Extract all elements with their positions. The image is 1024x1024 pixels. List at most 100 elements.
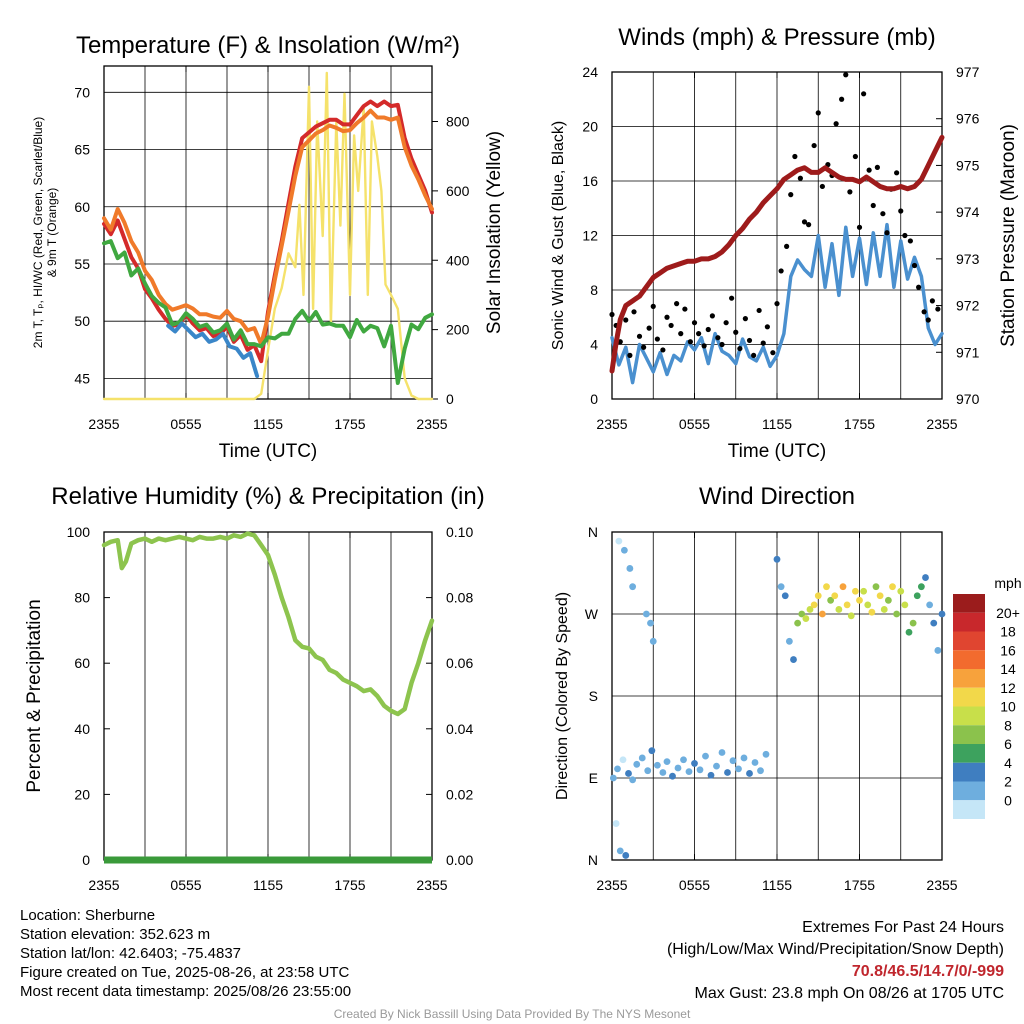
legend-label: 10 (1000, 699, 1016, 715)
gust-point (847, 189, 853, 195)
gust-point (874, 164, 880, 170)
y-tick-label: 55 (74, 256, 90, 272)
y-tick-label: 100 (67, 524, 91, 540)
gust-point (870, 202, 876, 209)
gust-point (760, 340, 766, 346)
gust-point (609, 311, 615, 318)
wind-direction-point (884, 596, 892, 604)
wind-direction-point (790, 656, 797, 663)
wind-direction-point (669, 772, 676, 780)
wind-direction-point (818, 610, 826, 618)
gust-point (884, 230, 890, 236)
gust-point (898, 208, 904, 214)
legend-swatch (953, 725, 985, 744)
x-axis-label: Time (UTC) (219, 441, 318, 462)
y-axis-label-line2: & 9m T (Orange) (45, 188, 59, 278)
wind-direction-point (806, 606, 814, 613)
y-tick-label: E (589, 770, 598, 786)
y2-tick-label: 0.06 (446, 655, 473, 671)
wind-direction-point (926, 601, 934, 609)
station-location: Location: Sherburne (20, 907, 156, 924)
y-tick-label: 12 (582, 228, 598, 244)
gust-point (696, 331, 702, 337)
x-tick-label: 0555 (679, 416, 710, 432)
gust-point (723, 320, 729, 326)
series-line-hi-wc (166, 321, 260, 379)
wind-direction-point (835, 606, 843, 613)
wind-direction-point (905, 628, 913, 636)
wind-direction-point (794, 619, 802, 627)
legend-swatch (953, 781, 985, 801)
station-latlon: Station lat/lon: 42.6403; -75.4837 (20, 945, 242, 962)
gust-point (815, 110, 821, 116)
wind-direction-point (773, 555, 781, 563)
gust-point (737, 345, 743, 352)
wind-direction-point (922, 574, 929, 581)
gust-point (839, 96, 845, 102)
wind-direction-point (864, 601, 872, 609)
station-elevation: Station elevation: 352.623 m (20, 926, 211, 943)
wind-direction-point (663, 758, 671, 765)
gust-point (636, 333, 643, 339)
y-axis-label: Percent & Precipitation (24, 599, 45, 792)
legend-label: 6 (1004, 736, 1012, 752)
wind-direction-point (802, 615, 810, 622)
wind-direction-point (629, 776, 637, 784)
y2-tick-label: 0.04 (446, 721, 473, 737)
wind-direction-point (938, 610, 946, 618)
legend-swatch (953, 706, 985, 726)
legend-label: 12 (1000, 680, 1016, 696)
wind-direction-point (713, 762, 720, 770)
legend-swatch (953, 687, 985, 707)
wind-direction-point (757, 767, 764, 775)
recent-data-timestamp: Most recent data timestamp: 2025/08/26 2… (20, 983, 352, 1000)
y-axis-label-line1: 2m T, Tₚ, HI/WC (Red, Green, Scarlet/Blu… (31, 117, 45, 348)
y2-tick-label: 0.02 (446, 786, 473, 802)
x-tick-label: 1755 (334, 877, 365, 893)
y-tick-label: 50 (74, 313, 90, 329)
gust-point (843, 72, 849, 78)
y-tick-label: 45 (74, 370, 90, 386)
gust-point (929, 298, 935, 304)
wind-direction-point (740, 754, 748, 762)
wind-direction-point (823, 583, 830, 591)
y-tick-label: 60 (74, 199, 90, 215)
y2-tick-label: 977 (956, 64, 980, 80)
wind-direction-point (724, 769, 731, 776)
y-tick-label: 4 (590, 337, 598, 353)
x-tick-label: 2355 (926, 416, 957, 432)
wind-direction-point (930, 619, 938, 627)
gust-point (792, 153, 798, 160)
credit-line: Created By Nick Bassill Using Data Provi… (333, 1007, 691, 1021)
x-axis-label: Time (UTC) (728, 441, 827, 462)
wind-direction-point (626, 565, 634, 572)
y-tick-label: 0 (590, 391, 598, 407)
wind-direction-point (696, 766, 704, 774)
gust-point (801, 219, 808, 225)
gust-point (641, 344, 647, 350)
wind-direction-point (649, 637, 657, 645)
wind-direction-point (880, 606, 888, 613)
wind-direction-point (622, 852, 630, 859)
y2-tick-label: 970 (956, 391, 980, 407)
y-tick-label: 65 (74, 142, 90, 158)
wind-direction-point (746, 770, 753, 777)
wind-direction-point (619, 756, 627, 764)
x-tick-label: 1155 (762, 877, 792, 893)
gust-point (719, 341, 725, 348)
legend-label: 0 (1004, 792, 1012, 808)
wind-direction-point (629, 583, 637, 591)
legend-label: 8 (1004, 717, 1012, 733)
gust-point (691, 320, 698, 326)
gust-point (631, 309, 637, 315)
wind-direction-point (609, 774, 617, 782)
y2-axis-label: Solar Insolation (Yellow) (484, 131, 505, 334)
wind-direction-point (785, 637, 793, 645)
wind-direction-point (612, 820, 620, 827)
x-tick-label: 1155 (253, 877, 283, 893)
wind-direction-point (917, 583, 925, 591)
legend-label: 18 (1000, 624, 1016, 640)
wind-direction-point (685, 768, 693, 776)
gust-point (778, 268, 784, 274)
gust-point (861, 91, 867, 97)
